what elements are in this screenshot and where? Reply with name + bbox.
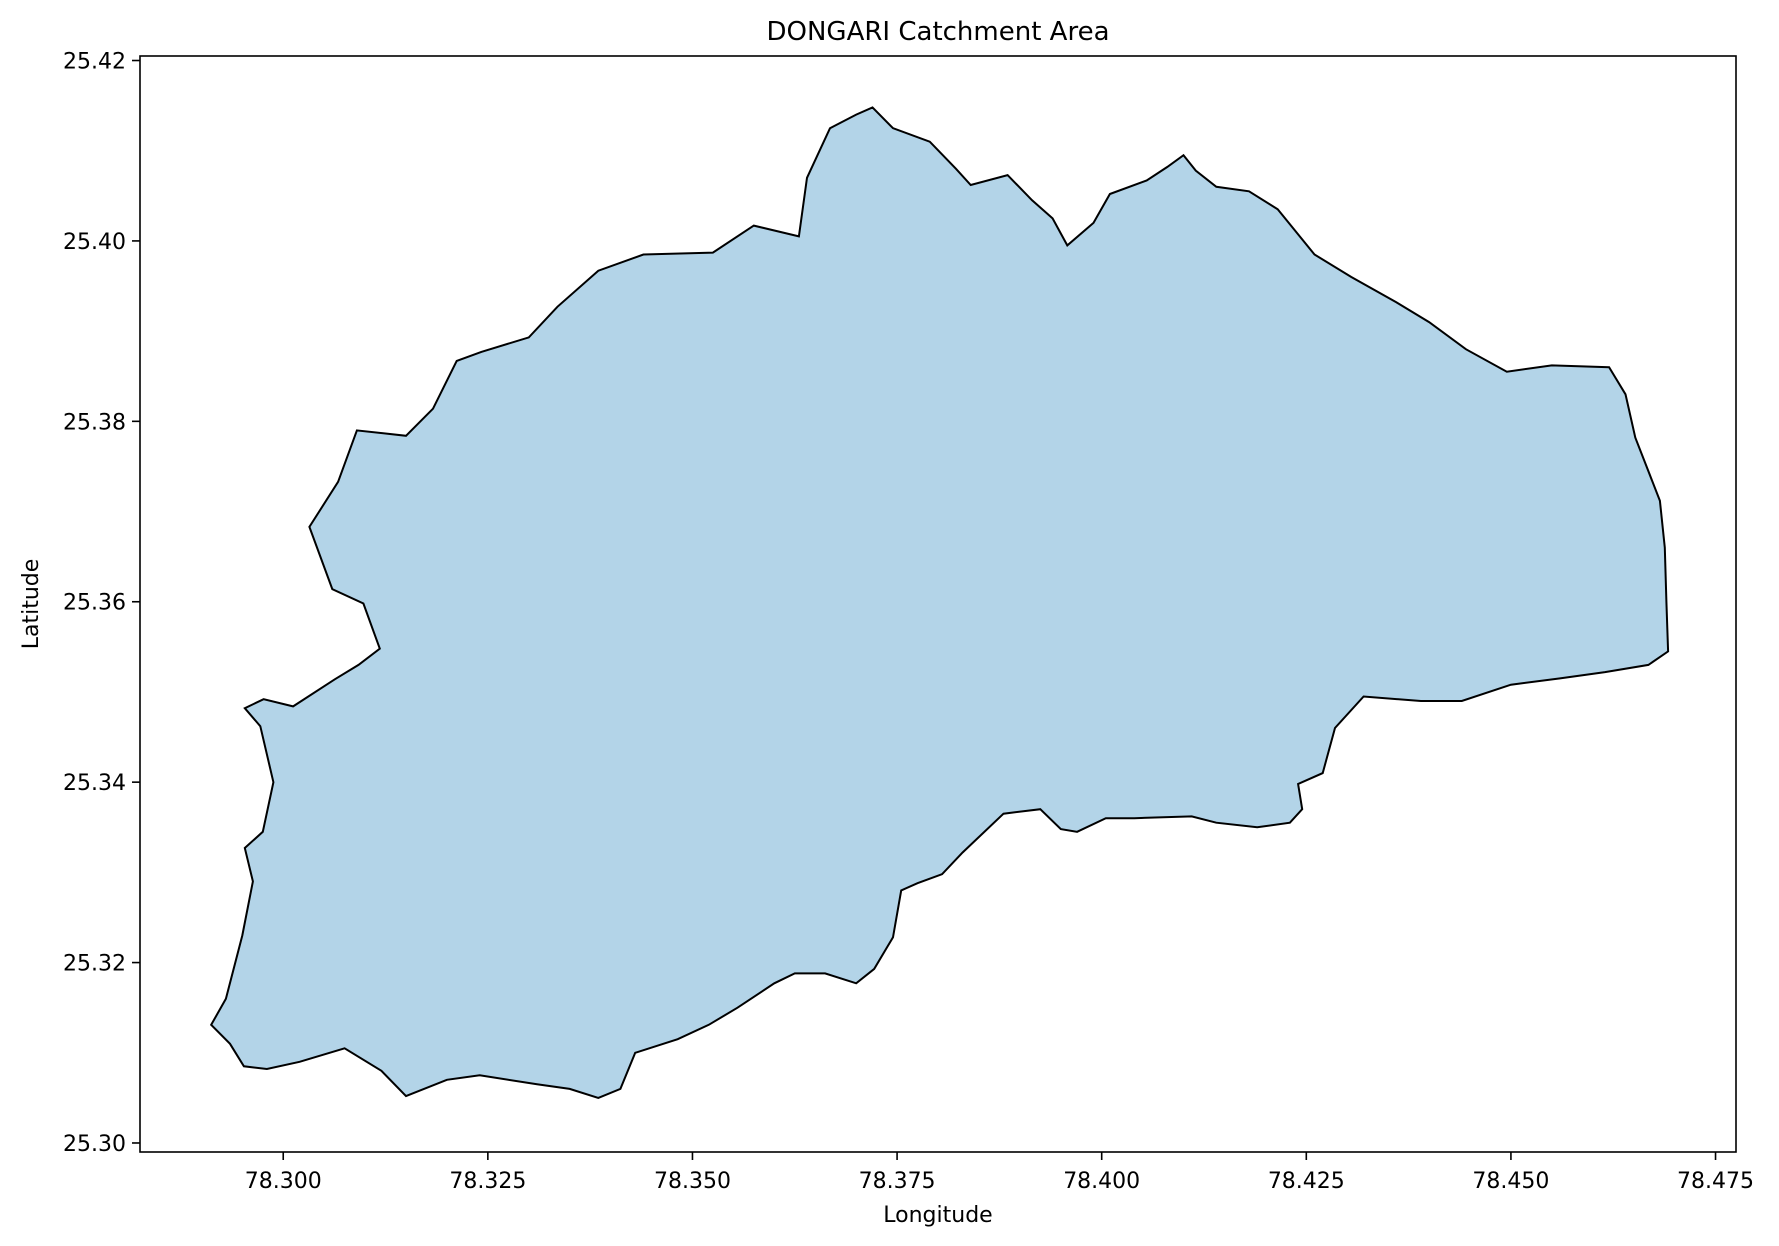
y-tick-label: 25.36 bbox=[63, 591, 126, 616]
x-tick-label: 78.350 bbox=[654, 1169, 731, 1194]
y-tick-label: 25.32 bbox=[63, 952, 126, 977]
y-tick-label: 25.30 bbox=[63, 1132, 126, 1157]
catchment-area-polygon bbox=[209, 106, 1670, 1099]
x-tick-label: 78.300 bbox=[245, 1169, 322, 1194]
x-tick-label: 78.400 bbox=[1063, 1169, 1140, 1194]
y-tick-label: 25.40 bbox=[63, 230, 126, 255]
y-tick-label: 25.34 bbox=[63, 771, 126, 796]
plot-area bbox=[209, 106, 1670, 1099]
x-tick-label: 78.425 bbox=[1268, 1169, 1345, 1194]
y-tick-label: 25.42 bbox=[63, 50, 126, 75]
x-tick-label: 78.375 bbox=[859, 1169, 936, 1194]
chart-title: DONGARI Catchment Area bbox=[766, 17, 1109, 47]
axes-frame bbox=[139, 55, 1737, 1153]
y-axis-ticks: 25.30 25.32 25.34 25.36 25.38 25.40 25.42 bbox=[63, 50, 140, 1157]
x-axis-label: Longitude bbox=[883, 1203, 992, 1228]
y-axis-label: Latitude bbox=[19, 559, 44, 650]
x-tick-label: 78.325 bbox=[449, 1169, 526, 1194]
x-axis-ticks: 78.300 78.325 78.350 78.375 78.400 78.425 78.4… bbox=[245, 1152, 1754, 1194]
x-tick-label: 78.450 bbox=[1472, 1169, 1549, 1194]
y-tick-label: 25.38 bbox=[63, 410, 126, 435]
x-tick-label: 78.475 bbox=[1677, 1169, 1754, 1194]
